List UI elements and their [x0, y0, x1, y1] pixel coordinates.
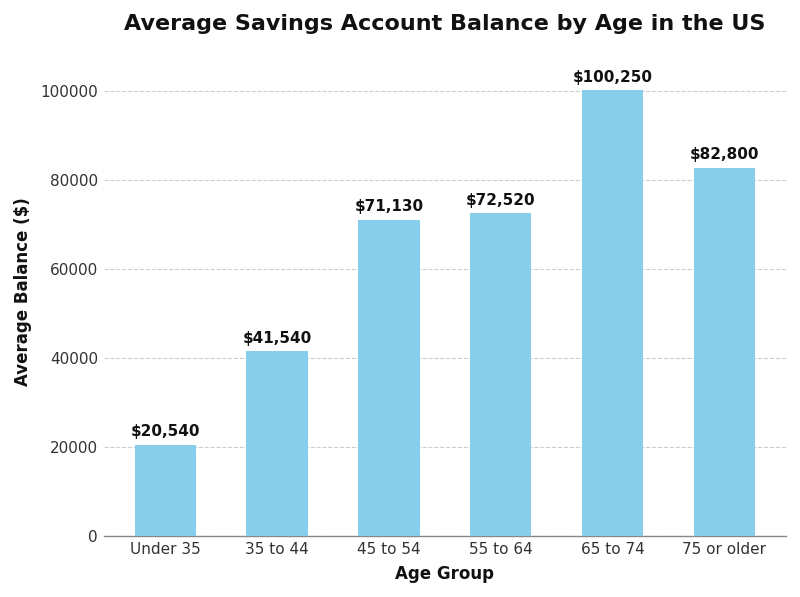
Bar	[134, 445, 196, 536]
Bar	[582, 90, 643, 536]
Text: $72,520: $72,520	[466, 193, 535, 208]
Text: $41,540: $41,540	[242, 331, 312, 346]
Text: $71,130: $71,130	[354, 199, 423, 214]
Bar	[358, 220, 420, 536]
X-axis label: Age Group: Age Group	[395, 565, 494, 583]
Text: $100,250: $100,250	[573, 70, 653, 85]
Bar	[246, 351, 308, 536]
Bar	[470, 213, 531, 536]
Bar	[694, 168, 755, 536]
Y-axis label: Average Balance ($): Average Balance ($)	[14, 197, 32, 386]
Title: Average Savings Account Balance by Age in the US: Average Savings Account Balance by Age i…	[124, 14, 766, 34]
Text: $20,540: $20,540	[130, 424, 200, 439]
Text: $82,800: $82,800	[690, 147, 759, 162]
